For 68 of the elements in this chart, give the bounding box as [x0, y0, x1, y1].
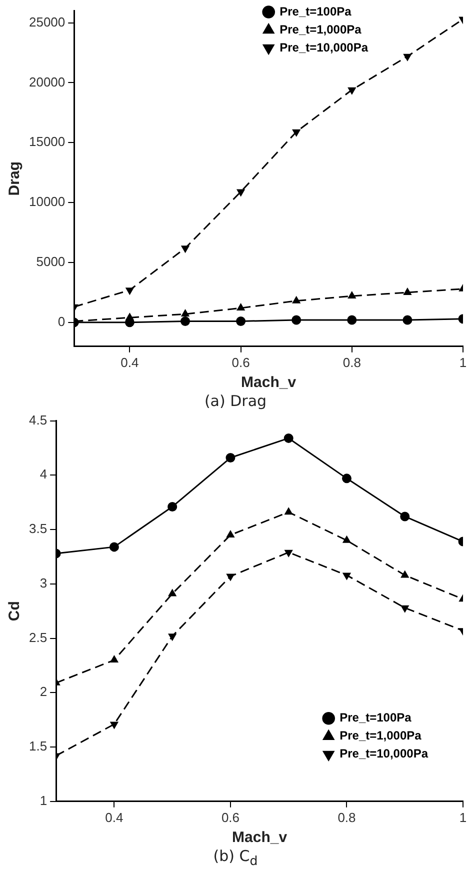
legend-label: Pre_t=100Pa — [340, 710, 412, 725]
point — [181, 310, 190, 317]
legend-label: Pre_t=100Pa — [280, 4, 352, 18]
point — [342, 536, 351, 543]
point — [292, 315, 302, 325]
text: (a) Drag — [203, 392, 268, 410]
point — [400, 512, 410, 522]
point — [126, 288, 134, 294]
point — [226, 574, 234, 581]
y-tick-label: 2.5 — [28, 630, 48, 645]
point — [110, 722, 118, 728]
point — [348, 292, 356, 299]
x-axis-title: Mach_v — [232, 829, 288, 846]
y-tick-label: 5000 — [36, 254, 66, 270]
y-tick-label: 1.5 — [28, 738, 48, 754]
point — [402, 315, 412, 325]
y-tick-label: 2 — [40, 684, 48, 700]
point — [226, 453, 236, 463]
point — [342, 572, 351, 580]
point — [342, 474, 352, 484]
y-axis-title: Drag — [6, 162, 24, 196]
x-tick-label: 1 — [459, 810, 467, 825]
point — [284, 433, 294, 443]
y-tick-label: 1 — [40, 792, 48, 808]
legend-label: Pre_t=10,000Pa — [280, 40, 368, 54]
legend-label: Pre_t=1,000Pa — [280, 22, 362, 36]
text: (b) C$_{d}$ — [212, 847, 259, 870]
y-tick-label: 4.5 — [28, 412, 48, 428]
point — [292, 129, 300, 136]
point — [168, 634, 176, 640]
point — [168, 502, 178, 512]
x-tick-label: 0.4 — [105, 810, 124, 825]
point — [226, 530, 234, 538]
point — [348, 87, 356, 94]
x-tick-label: 0.8 — [338, 810, 356, 825]
point — [401, 605, 409, 612]
point — [237, 304, 245, 311]
x-tick-label: 0.6 — [221, 810, 240, 825]
x-tick-label: 1 — [459, 354, 467, 370]
legend-label: Pre_t=10,000Pa — [340, 746, 428, 761]
y-tick-label: 10000 — [28, 194, 66, 210]
y-tick-label: 3 — [40, 575, 48, 590]
y-tick-label: 0 — [58, 314, 66, 330]
point — [180, 316, 190, 326]
point — [109, 542, 119, 552]
point — [110, 656, 118, 663]
y-tick-label: 15000 — [28, 134, 66, 150]
point — [347, 315, 357, 325]
point — [284, 508, 292, 515]
point — [168, 589, 176, 596]
point — [404, 288, 412, 295]
point — [292, 296, 300, 304]
x-axis-title: Mach_v — [241, 374, 297, 392]
y-tick-label: 4 — [40, 466, 48, 482]
x-tick-label: 0.4 — [120, 354, 139, 370]
y-axis-title: Cd — [6, 601, 24, 622]
point — [404, 54, 412, 61]
x-tick-label: 0.6 — [232, 354, 250, 370]
x-tick-label: 0.8 — [342, 354, 361, 370]
point — [181, 246, 190, 252]
point — [237, 189, 245, 196]
legend-label: Pre_t=1,000Pa — [340, 728, 422, 743]
point — [401, 570, 409, 578]
y-tick-label: 20000 — [28, 74, 66, 90]
y-tick-label: 3.5 — [28, 521, 48, 536]
y-tick-label: 25000 — [28, 14, 66, 30]
point — [284, 550, 292, 557]
point — [236, 316, 246, 326]
